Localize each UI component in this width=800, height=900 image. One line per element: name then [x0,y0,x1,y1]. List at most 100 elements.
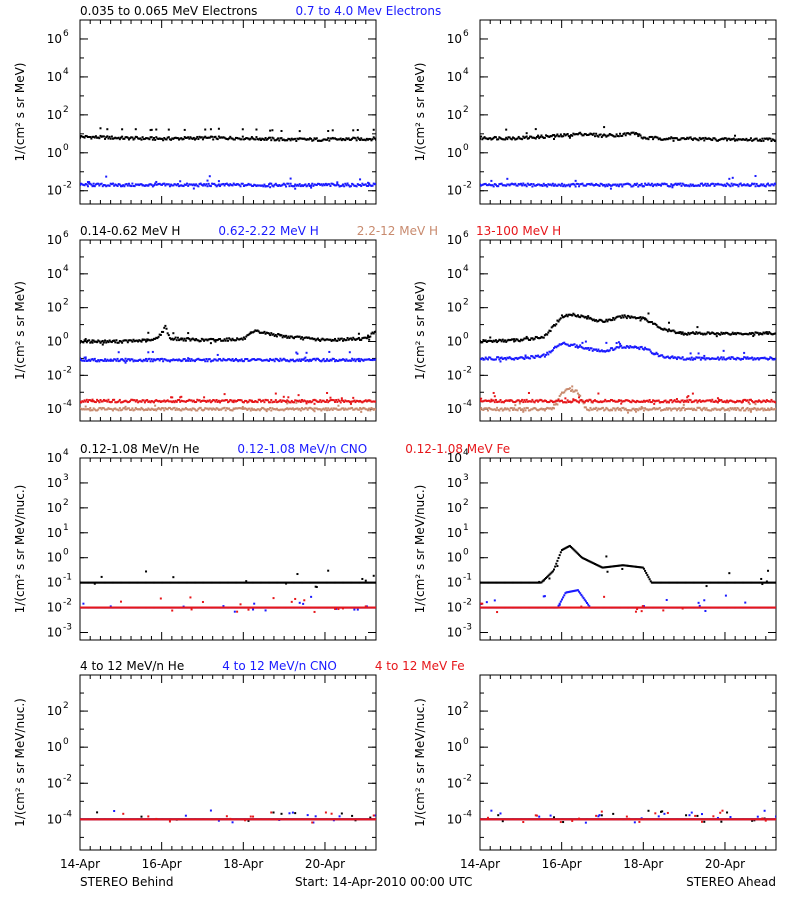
data-point [242,407,245,410]
data-point [480,183,481,186]
data-point [100,606,103,609]
data-point [175,184,178,187]
data-point [322,183,325,186]
data-point [500,137,503,140]
data-point [258,409,261,412]
data-point [499,182,502,185]
data-point [715,332,718,335]
data-point [721,137,724,140]
data-point [272,408,275,411]
data-point [289,407,292,410]
data-point [344,407,347,410]
data-point [372,400,375,403]
data-point [209,407,212,410]
data-point [627,399,629,402]
data-point [265,358,268,361]
y-tick-exponent: 4 [63,264,69,274]
data-point [277,359,280,362]
data-point [496,581,499,584]
data-point [761,407,764,410]
data-point [356,129,359,132]
data-point [674,332,677,335]
plot-frame [479,239,777,422]
data-point [286,581,289,584]
data-point [614,135,617,138]
data-point [748,138,751,141]
data-point [178,358,181,361]
data-point [91,185,94,188]
data-point [294,597,297,600]
data-point [250,331,253,334]
data-point [282,409,285,412]
data-point [647,409,650,412]
data-point [508,184,511,187]
data-point [233,399,236,402]
data-point [720,399,723,402]
data-point [92,339,95,342]
data-point [147,407,150,410]
data-point [171,396,174,399]
data-point [485,137,488,140]
data-point [280,606,283,609]
data-point [199,581,202,584]
data-point [736,399,739,402]
data-point [507,357,510,360]
data-point [93,582,96,585]
data-point [501,338,504,341]
data-point [134,135,137,138]
data-point [355,338,358,341]
data-point [158,182,161,185]
data-point [524,581,527,584]
y-tick-label: 10 [47,108,62,122]
data-point [105,581,108,584]
data-point [347,137,350,140]
data-point [744,409,747,412]
data-point [764,185,767,188]
data-point [695,184,698,187]
data-point [570,313,573,316]
data-point [539,184,542,187]
data-point [541,400,544,403]
data-point [763,137,766,140]
data-point [634,408,637,411]
data-point [714,183,717,186]
data-point [726,357,729,360]
data-point [343,185,346,188]
data-point [556,345,559,348]
data-point [710,332,713,335]
data-point [247,359,250,362]
series-black [480,544,776,588]
data-point [98,407,101,410]
data-point [290,184,293,187]
data-point [765,399,768,402]
data-point [718,400,721,403]
data-point [649,408,652,411]
data-point [634,410,637,413]
data-point [642,348,645,351]
data-point [143,338,146,341]
data-point [368,358,371,361]
data-point [200,136,203,139]
data-point [637,409,640,412]
data-point [704,136,707,139]
data-point [764,409,767,412]
data-point [769,137,772,140]
data-point [498,183,501,186]
data-point [80,407,83,410]
y-tick-exponent: -2 [63,365,72,375]
data-point [680,408,683,411]
data-point [294,408,297,411]
data-point [171,581,174,584]
data-point [567,401,570,404]
data-point [137,183,140,186]
data-point [105,136,108,139]
data-point [480,137,481,140]
data-point [349,402,352,405]
data-point [248,359,251,362]
data-point [290,399,293,402]
data-point [109,605,112,608]
data-point [123,400,126,403]
y-tick-label: 10 [447,301,462,315]
data-point [203,183,206,186]
data-point [669,329,672,332]
